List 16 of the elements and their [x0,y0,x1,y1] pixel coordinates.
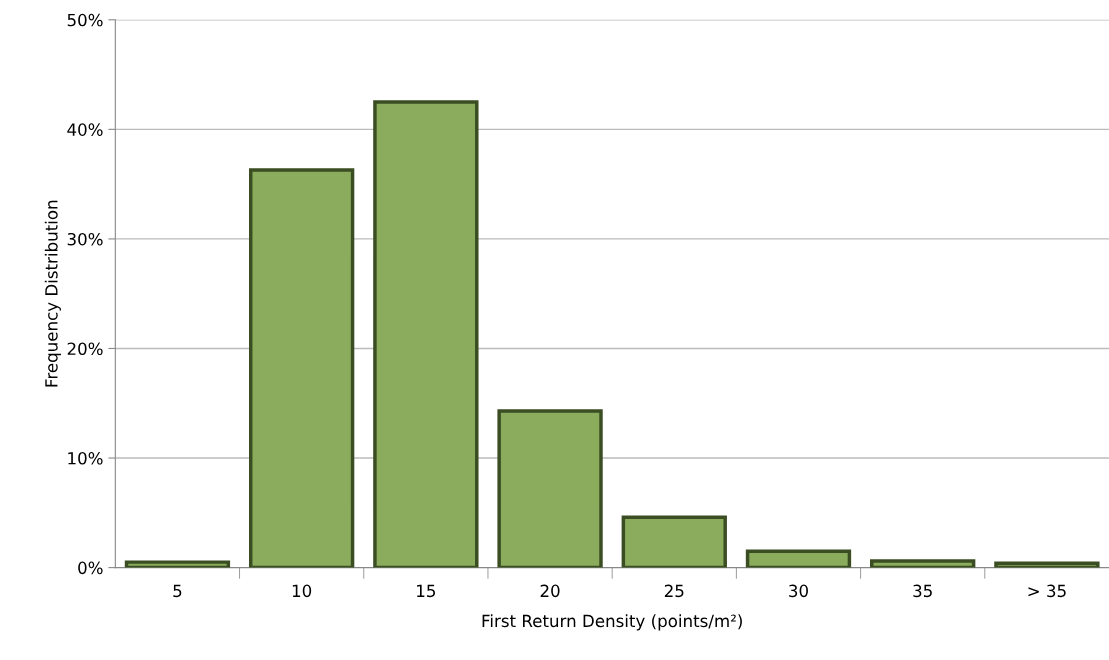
y-tick-label: 30% [67,232,103,246]
y-tick-label: 10% [68,452,103,465]
x-tick-label: 25 [664,584,684,598]
y-axis-title: Frequency Distribution [44,200,61,387]
x-tick-label: 30 [789,584,808,598]
x-tick-label: 35 [913,584,932,598]
x-tick-label: 5 [173,584,182,598]
x-tick-label: 20 [540,584,560,598]
y-tick-label: 0% [78,561,103,575]
x-tick-label: 15 [417,584,435,598]
y-tick-label: 20% [67,342,103,356]
x-tick-label: > 35 [1028,584,1066,598]
y-tick-label: 50% [67,13,103,27]
y-tick-label: 40% [67,123,103,136]
x-tick-label: 10 [292,584,312,598]
x-axis-title: First Return Density (points/m²) [482,614,742,631]
